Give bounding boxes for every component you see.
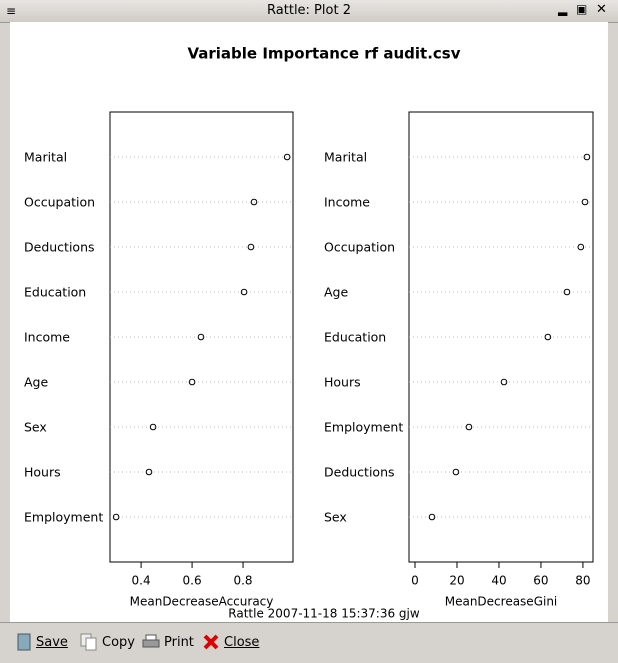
point <box>112 513 120 521</box>
x-tick-label: 80 <box>575 574 590 588</box>
category-label: Sex <box>24 420 47 435</box>
x-tick-label: 60 <box>533 574 548 588</box>
print-button[interactable]: Print <box>142 629 194 655</box>
category-label: Age <box>324 285 348 300</box>
category-label: Deductions <box>324 465 395 480</box>
category-label: Income <box>324 195 370 210</box>
point <box>149 423 157 431</box>
point <box>250 198 258 206</box>
footer: Rattle 2007-11-18 15:37:36 gjw <box>228 607 420 621</box>
button-label: Save <box>36 634 68 650</box>
point <box>563 288 571 296</box>
copy-button[interactable]: Copy <box>80 629 135 655</box>
figure-title: Variable Importance rf audit.csv <box>187 45 460 63</box>
toolbar: Save Copy Print Close <box>0 622 618 663</box>
category-label: Deductions <box>24 240 95 255</box>
category-label: Hours <box>24 465 61 480</box>
category-label: Employment <box>324 420 403 435</box>
point <box>544 333 552 341</box>
minimize-button[interactable]: ▂ <box>558 2 568 16</box>
category-label: Age <box>24 375 48 390</box>
x-tick-label: 0 <box>411 574 419 588</box>
point <box>188 378 196 386</box>
button-label: Print <box>164 634 194 650</box>
category-label: Education <box>24 285 86 300</box>
category-label: Marital <box>24 150 67 165</box>
window-title: Rattle: Plot 2 <box>267 3 351 18</box>
close-window-button[interactable]: ✕ <box>596 2 607 17</box>
point <box>577 243 585 251</box>
x-tick-label: 0.4 <box>132 574 151 588</box>
category-label: Sex <box>324 510 347 525</box>
x-tick-label: 0.8 <box>233 574 252 588</box>
point <box>581 198 589 206</box>
category-label: Employment <box>24 510 103 525</box>
close-icon <box>203 634 219 650</box>
point <box>465 423 473 431</box>
point <box>247 243 255 251</box>
panel-frame <box>109 111 294 563</box>
point <box>452 468 460 476</box>
save-button[interactable]: Save <box>16 629 68 655</box>
category-label: Hours <box>324 375 361 390</box>
point <box>145 468 153 476</box>
close-button[interactable]: Close <box>202 629 259 655</box>
title-bar: Rattle: Plot 2 ≡ ▂ ▣ ✕ <box>0 0 618 23</box>
save-icon <box>17 633 31 651</box>
point <box>583 153 591 161</box>
category-label: Education <box>324 330 386 345</box>
category-label: Income <box>24 330 70 345</box>
point <box>428 513 436 521</box>
point <box>283 153 291 161</box>
menu-button[interactable]: ≡ <box>6 4 17 18</box>
button-label: Close <box>224 634 260 650</box>
category-label: Occupation <box>24 195 95 210</box>
x-tick-label: 0.6 <box>183 574 202 588</box>
x-axis-title: MeanDecreaseAccuracy <box>130 595 274 609</box>
copy-icon <box>80 633 97 651</box>
x-tick-label: 20 <box>449 574 464 588</box>
point <box>500 378 508 386</box>
x-tick-label: 40 <box>491 574 506 588</box>
print-icon <box>142 634 160 648</box>
category-label: Occupation <box>324 240 395 255</box>
plot-area: Variable Importance rf audit.csv Rattle … <box>10 22 608 622</box>
category-label: Marital <box>324 150 367 165</box>
point <box>240 288 248 296</box>
x-axis-title: MeanDecreaseGini <box>445 595 558 609</box>
maximize-button[interactable]: ▣ <box>576 2 588 16</box>
point <box>197 333 205 341</box>
button-label: Copy <box>102 634 135 650</box>
